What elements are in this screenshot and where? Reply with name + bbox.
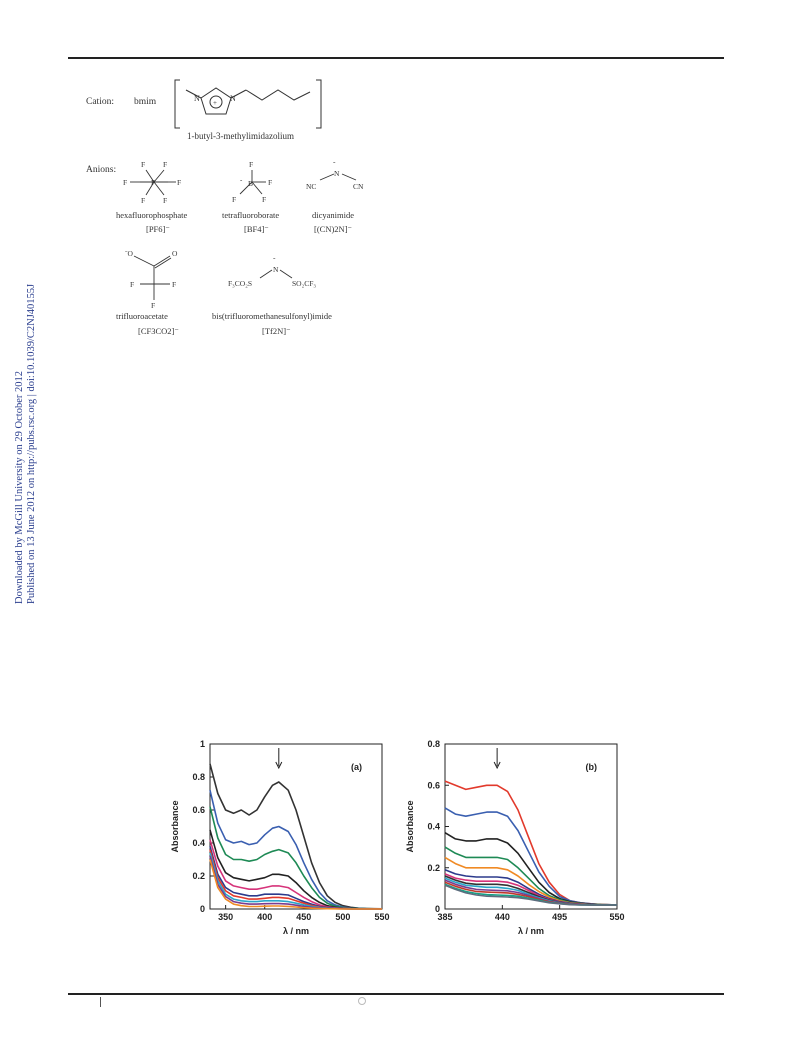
left-bracket: [174, 79, 180, 129]
x-tick-label: 440: [495, 912, 510, 922]
x-tick-label: 495: [552, 912, 567, 922]
spectrum-panel-a: 350 400 450 500 550 0 0.2 0.4 0.6 0.8 1 λ / nm Absor…: [170, 739, 390, 936]
anion-name-pf6: hexafluorophosphate: [116, 210, 188, 220]
anion-name-tf2n: bis(trifluoromethanesulfonyl)imide: [212, 311, 332, 321]
panel-label: (b): [586, 762, 598, 772]
svg-text:-: -: [240, 176, 243, 184]
svg-text:F: F: [249, 160, 253, 169]
series-line-13: [444, 884, 617, 906]
svg-text:F: F: [177, 178, 181, 187]
svg-text:ˉO: ˉO: [125, 249, 133, 258]
series-line-10: [209, 859, 382, 910]
anion-formula-bf4: [BF4]⁻: [244, 224, 269, 234]
trifluoroacetate-structure: [133, 255, 172, 300]
imidazolium-ring: [185, 87, 311, 115]
x-tick-label: 400: [257, 912, 272, 922]
svg-text:F: F: [141, 196, 145, 205]
svg-text:B: B: [248, 179, 253, 188]
svg-text:F: F: [151, 301, 155, 310]
svg-text:N: N: [230, 94, 236, 103]
y-tick-label: 1: [200, 739, 205, 749]
anion-formula-tfa: [CF3CO2]⁻: [138, 326, 179, 336]
svg-text:F: F: [130, 280, 134, 289]
svg-text:N: N: [194, 94, 200, 103]
right-bracket: [316, 79, 322, 129]
svg-text:P: P: [151, 178, 155, 187]
cation-label: Cation:: [86, 97, 114, 107]
header-rule: [68, 57, 724, 59]
svg-text:F: F: [123, 178, 127, 187]
svg-text:+: +: [213, 99, 217, 107]
cation-name: 1-butyl-3-methylimidazolium: [187, 131, 294, 141]
x-tick-label: 450: [296, 912, 311, 922]
svg-text:N: N: [334, 169, 340, 178]
x-tick-label: 550: [374, 912, 389, 922]
x-tick-label: 500: [335, 912, 350, 922]
spectrum-panel-b: 385 440 495 550 0 0.2 0.4 0.6 0.8 λ / nm Absorbanc…: [405, 739, 625, 936]
x-axis-label: λ / nm: [518, 926, 544, 936]
y-tick-label: 0.2: [427, 863, 440, 873]
footer-page-marker: [358, 997, 366, 1005]
svg-text:F: F: [163, 196, 167, 205]
anion-formula-pf6: [PF6]⁻: [146, 224, 170, 234]
y-tick-label: 0: [435, 904, 440, 914]
svg-text:F₃CO₂S: F₃CO₂S: [228, 279, 252, 288]
decrease-arrow-head: [275, 761, 283, 770]
y-tick-label: 0.6: [192, 805, 205, 815]
dicyanimide-structure: [319, 173, 357, 181]
panel-label: (a): [351, 762, 362, 772]
decrease-arrow-head: [493, 761, 501, 770]
svg-text:-: -: [333, 157, 336, 166]
pf6-structure: [130, 169, 176, 196]
footer-separator: [100, 997, 101, 1007]
svg-text:F: F: [232, 195, 236, 204]
tf2n-structure: [259, 269, 293, 279]
y-axis-label: Absorbance: [405, 800, 415, 852]
anion-name-dca: dicyanimide: [312, 210, 354, 220]
anion-formula-dca: [(CN)2N]⁻: [314, 224, 352, 234]
x-tick-label: 350: [218, 912, 233, 922]
anions-label: Anions:: [86, 165, 116, 175]
svg-text:SO₂CF₃: SO₂CF₃: [292, 279, 316, 288]
anion-name-tfa: trifluoroacetate: [116, 311, 168, 321]
y-tick-label: 0: [200, 904, 205, 914]
y-axis-label: Absorbance: [170, 800, 180, 852]
svg-text:-: -: [273, 253, 276, 262]
y-tick-label: 0.4: [427, 822, 440, 832]
x-axis-label: λ / nm: [283, 926, 309, 936]
y-tick-label: 0.6: [427, 780, 440, 790]
y-tick-label: 0.8: [192, 772, 205, 782]
svg-text:CN: CN: [353, 182, 364, 191]
x-tick-label: 385: [437, 912, 452, 922]
x-tick-label: 550: [609, 912, 624, 922]
svg-text:F: F: [172, 280, 176, 289]
svg-text:F: F: [262, 195, 266, 204]
anion-name-bf4: tetrafluoroborate: [222, 210, 279, 220]
svg-text:N: N: [273, 265, 279, 274]
svg-text:F: F: [268, 178, 272, 187]
anion-formula-tf2n: [Tf2N]⁻: [262, 326, 291, 336]
series-line-4: [209, 829, 383, 910]
bf4-structure: [239, 170, 266, 195]
y-tick-label: 0.4: [192, 838, 205, 848]
svg-text:F: F: [141, 160, 145, 169]
svg-text:F: F: [163, 160, 167, 169]
y-tick-label: 0.2: [192, 871, 205, 881]
svg-text:O: O: [172, 249, 178, 258]
svg-text:NC: NC: [306, 182, 316, 191]
cation-abbrev: bmim: [134, 97, 157, 107]
plot-frame: [209, 743, 383, 910]
ionic-liquid-structures-figure: Cation: bmim N N + 1-butyl-3-methylimida…: [86, 79, 364, 336]
footer-rule: [68, 993, 724, 995]
y-tick-label: 0.8: [427, 739, 440, 749]
